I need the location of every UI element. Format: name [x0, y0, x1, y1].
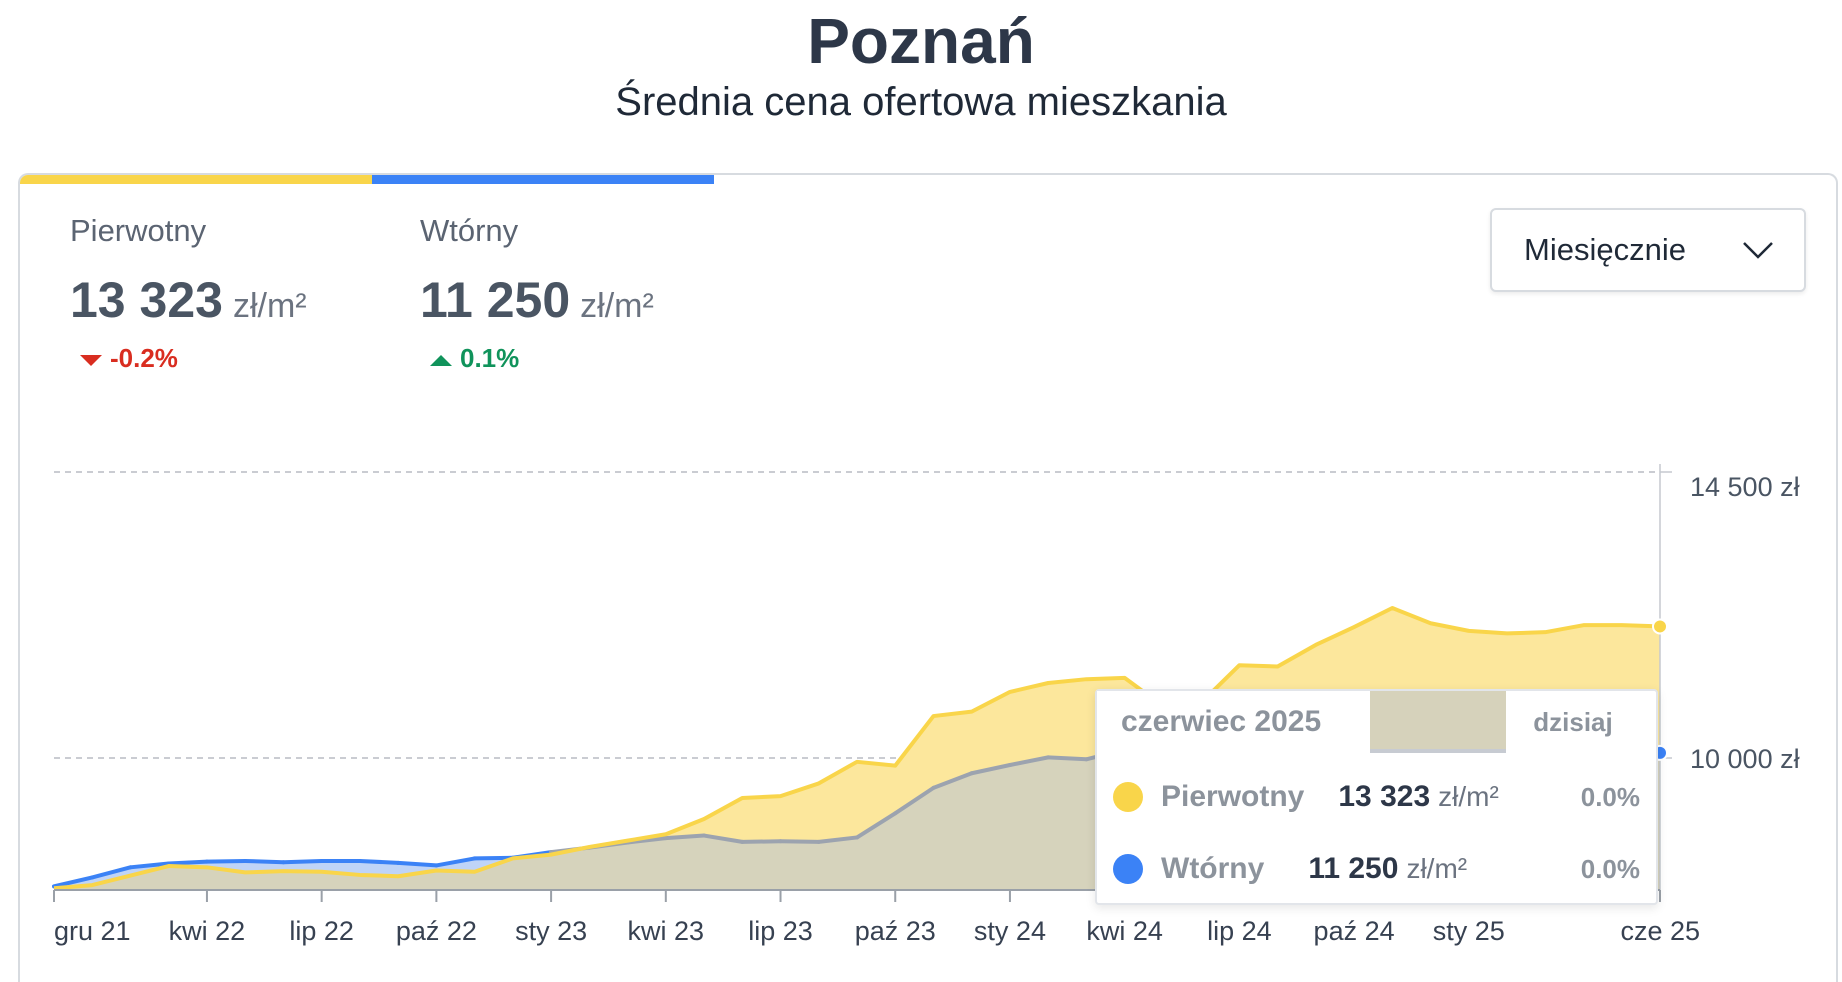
tooltip-series-name: Pierwotny — [1161, 780, 1305, 813]
series-tab-indicator-primary — [20, 175, 372, 184]
period-select[interactable]: Miesięcznie — [1490, 208, 1806, 292]
series-line-segment-wtorny — [243, 858, 286, 865]
series-line-segment-wtorny — [969, 762, 1012, 776]
series-line-segment-wtorny — [357, 858, 401, 865]
tooltip-row-primary: Pierwotny 13 323 zł/m² 0.0% — [1113, 767, 1640, 827]
end-point-pierwotny — [1652, 618, 1668, 635]
triangle-up-icon — [430, 354, 452, 366]
series-line-segment-wtorny — [434, 856, 477, 868]
x-tick-label: sty 25 — [1433, 916, 1505, 946]
series-line-segment-wtorny — [893, 785, 936, 816]
chart-tooltip: czerwiec 2025 dzisiaj Pierwotny 13 323 z… — [1095, 689, 1658, 905]
tooltip-tab-gap — [1370, 691, 1506, 753]
chart-card: 10 000 zł 14 500 zł gru 21 kwi 22 lip 22 paź … — [18, 173, 1838, 982]
series-line-segment-wtorny — [625, 836, 668, 845]
stat-value: 11 250 — [420, 272, 571, 328]
x-tick-label: lip 23 — [748, 916, 813, 946]
series-line-segment-wtorny — [1046, 755, 1089, 762]
x-tick-label: lip 22 — [289, 916, 354, 946]
series-line-segment-wtorny — [778, 839, 821, 844]
tooltip-value: 13 323 — [1338, 780, 1431, 813]
series-line-segment-wtorny — [52, 875, 95, 889]
x-tick-label: gru 21 — [54, 916, 131, 946]
stat-value: 13 323 — [70, 272, 223, 328]
series-line-segment-wtorny — [128, 861, 171, 870]
triangle-down-icon — [80, 354, 102, 366]
series-line-segment-wtorny — [90, 865, 133, 880]
tooltip-row-secondary: Wtórny 11 250 zł/m² 0.0% — [1113, 839, 1640, 899]
x-tick-label: paź 23 — [855, 916, 936, 946]
stat-value-row: 13 323 zł/m² — [70, 271, 307, 329]
series-line-segment-wtorny — [396, 860, 439, 868]
stat-unit: zł/m² — [580, 287, 654, 325]
x-tick-label: kwi 23 — [628, 916, 705, 946]
series-line-segment-wtorny — [204, 858, 248, 864]
x-tick-label: sty 23 — [515, 916, 587, 946]
series-line-segment-wtorny — [740, 839, 783, 844]
tooltip-value: 11 250 — [1308, 852, 1399, 885]
series-line-segment-wtorny — [472, 855, 515, 861]
tooltip-series-name: Wtórny — [1161, 852, 1265, 885]
series-dot-icon — [1113, 782, 1143, 812]
tooltip-change: 0.0% — [1580, 853, 1640, 884]
stat-value-row: 11 250 zł/m² — [420, 271, 654, 329]
stat-change-value: -0.2% — [110, 343, 178, 373]
stat-secondary[interactable]: Wtórny 11 250 zł/m² 0.1% — [420, 213, 654, 374]
series-line-segment-wtorny — [1007, 755, 1051, 767]
series-line-pierwotny — [53, 606, 1661, 891]
y-tick-label: 10 000 zł — [1690, 744, 1800, 774]
y-tick-label: 14 500 zł — [1690, 472, 1800, 502]
x-tick-label: paź 24 — [1314, 916, 1395, 946]
tooltip-date: czerwiec 2025 — [1097, 691, 1370, 753]
chevron-down-icon — [1743, 242, 1773, 259]
stat-change: 0.1% — [420, 343, 654, 374]
stat-label: Pierwotny — [70, 213, 207, 248]
series-line-segment-wtorny — [855, 811, 898, 840]
page-subtitle: Średnia cena ofertowa mieszkania — [615, 80, 1227, 124]
series-tab-indicator-secondary — [372, 175, 714, 184]
tooltip-today: dzisiaj — [1506, 691, 1640, 753]
tooltip-unit: zł/m² — [1438, 781, 1499, 812]
stat-change: -0.2% — [70, 343, 307, 374]
x-tick-label: cze 25 — [1620, 916, 1700, 946]
stat-unit: zł/m² — [232, 287, 307, 325]
series-line-segment-wtorny — [166, 859, 209, 866]
series-line-segment-wtorny — [702, 833, 745, 844]
x-tick-label: kwi 22 — [169, 916, 246, 946]
page-title: Poznań — [807, 5, 1035, 77]
series-line-segment-wtorny — [931, 771, 974, 790]
x-tick-label: lip 24 — [1207, 916, 1272, 946]
series-line-segment-wtorny — [816, 835, 859, 844]
x-tick-label: paź 22 — [396, 916, 477, 946]
tooltip-change: 0.0% — [1580, 781, 1640, 812]
stat-primary[interactable]: Pierwotny 13 323 zł/m² -0.2% — [70, 213, 307, 374]
series-line-segment-wtorny — [663, 833, 707, 841]
x-tick-label: kwi 24 — [1086, 916, 1163, 946]
stat-label: Wtórny — [420, 213, 519, 248]
series-line-segment-wtorny — [281, 858, 324, 865]
period-select-value: Miesięcznie — [1524, 232, 1686, 267]
series-dot-icon — [1113, 854, 1143, 884]
stat-change-value: 0.1% — [460, 343, 520, 373]
x-tick-label: sty 24 — [974, 916, 1046, 946]
tooltip-unit: zł/m² — [1406, 853, 1468, 884]
